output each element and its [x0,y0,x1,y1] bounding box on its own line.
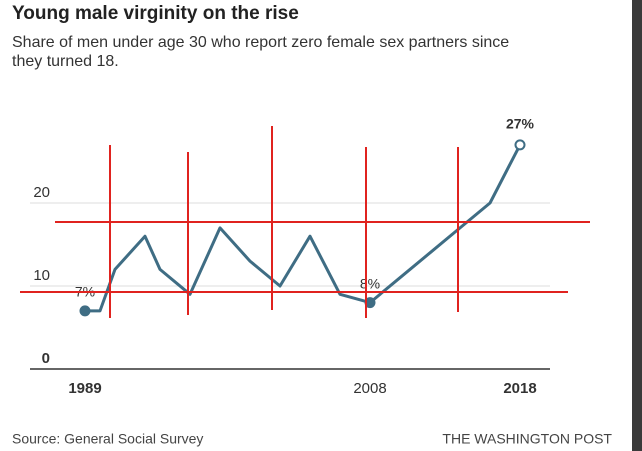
subtitle: Share of men under age 30 who report zer… [12,34,509,51]
x-tick-label: 2008 [353,380,386,397]
x-tick-label: 2018 [503,380,536,397]
subtitle: they turned 18. [12,53,119,70]
y-tick-label: 10 [33,267,50,284]
red-annotation [20,126,590,318]
credit: THE WASHINGTON POST [442,431,612,447]
data-label: 27% [506,116,535,132]
y-tick-label: 20 [33,184,50,201]
chart-title: Young male virginity on the rise [12,3,299,24]
y-tick-label: 0 [42,350,50,367]
point [514,139,526,151]
x-tick-label: 1989 [68,380,101,397]
source: Source: General Social Survey [12,431,203,447]
line [85,144,522,313]
point [79,305,91,317]
window-edge [632,0,642,451]
data-label: 8% [360,275,380,291]
